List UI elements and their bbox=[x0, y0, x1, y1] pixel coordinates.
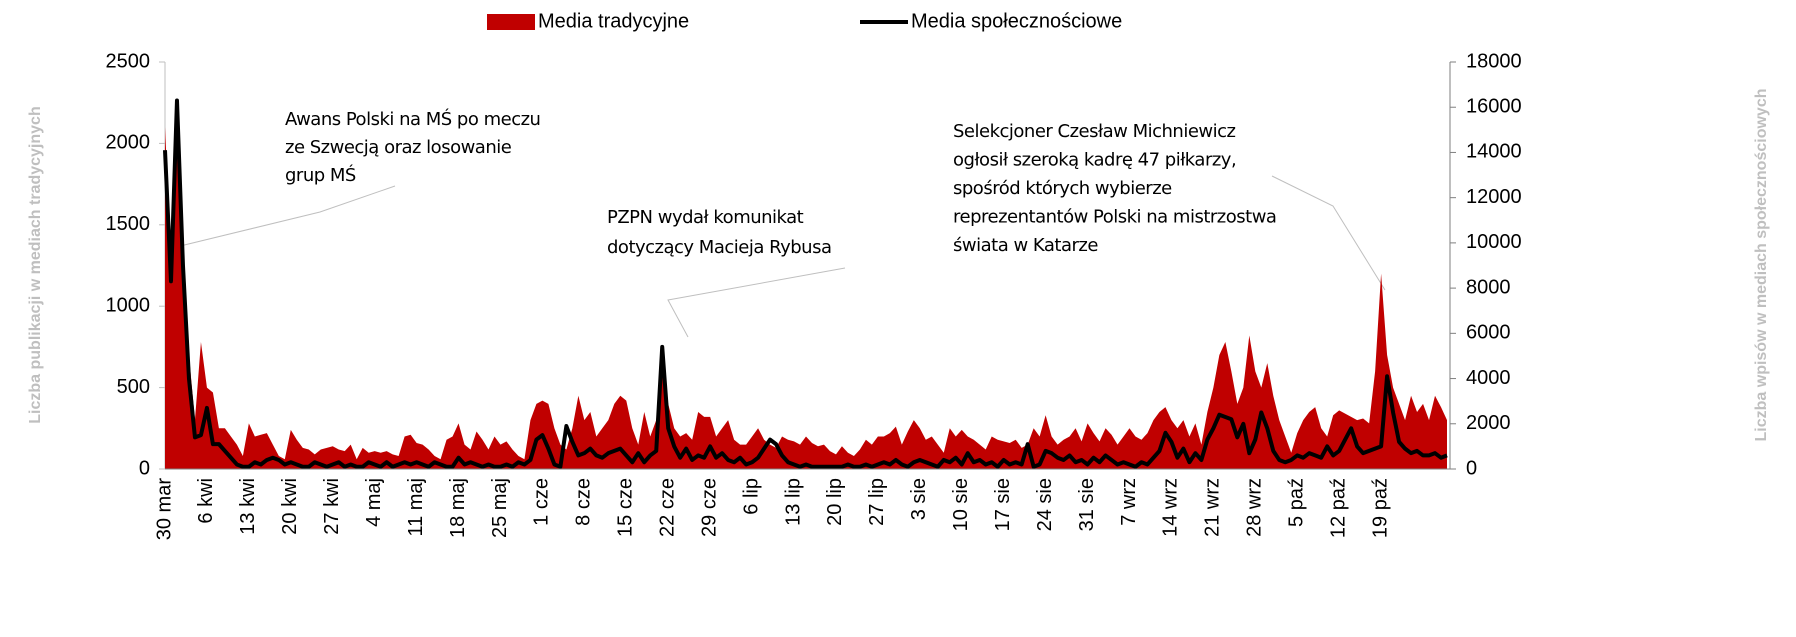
y-tick-label: 1000 bbox=[106, 294, 151, 316]
x-tick-label: 30 mar bbox=[153, 478, 175, 541]
x-tick-label: 27 lip bbox=[866, 478, 888, 526]
x-tick-label: 29 cze bbox=[698, 478, 720, 537]
x-tick-label: 20 lip bbox=[824, 478, 846, 526]
y2-tick-label: 8000 bbox=[1466, 276, 1511, 298]
y2-tick-label: 14000 bbox=[1466, 141, 1522, 163]
legend-label: Media tradycyjne bbox=[538, 10, 689, 32]
y-tick-label: 500 bbox=[117, 376, 150, 398]
y2-tick-label: 2000 bbox=[1466, 412, 1511, 434]
x-tick-label: 13 kwi bbox=[237, 478, 259, 535]
x-tick-label: 10 sie bbox=[950, 478, 972, 531]
leader-line bbox=[171, 185, 396, 249]
y-tick-label: 2500 bbox=[106, 50, 151, 72]
y2-axis-title: Liczba wpisów w mediach społecznościowyc… bbox=[1753, 89, 1770, 442]
y2-tick-label: 0 bbox=[1466, 457, 1477, 479]
annotation: ze Szwecją oraz losowanie bbox=[285, 137, 512, 158]
y2-tick-label: 16000 bbox=[1466, 96, 1522, 118]
area bbox=[165, 127, 1447, 470]
annotation: Selekcjoner Czesław Michniewicz bbox=[953, 121, 1236, 142]
x-tick-label: 3 sie bbox=[908, 478, 930, 520]
annotation: reprezentantów Polski na mistrzostwa bbox=[953, 207, 1276, 228]
x-tick-label: 12 paź bbox=[1327, 478, 1349, 538]
x-tick-label: 1 cze bbox=[531, 478, 553, 526]
line bbox=[163, 98, 1448, 469]
x-tick-label: 5 paź bbox=[1286, 478, 1308, 527]
x-tick-label: 18 maj bbox=[447, 478, 469, 538]
x-tick-label: 20 kwi bbox=[279, 478, 301, 535]
legend-label: Media społecznościowe bbox=[911, 10, 1122, 32]
x-tick-label: 28 wrz bbox=[1244, 478, 1266, 537]
x-tick-label: 8 cze bbox=[573, 478, 595, 526]
x-tick-label: 22 cze bbox=[656, 478, 678, 537]
x-tick-label: 27 kwi bbox=[321, 478, 343, 535]
x-tick-label: 14 wrz bbox=[1160, 478, 1182, 537]
y-tick-label: 1500 bbox=[106, 213, 151, 235]
x-tick-label: 17 sie bbox=[992, 478, 1014, 531]
x-tick-label: 4 maj bbox=[363, 478, 385, 527]
y2-tick-label: 6000 bbox=[1466, 322, 1511, 344]
x-tick-label: 19 paź bbox=[1369, 478, 1391, 538]
x-tick-label: 13 lip bbox=[782, 478, 804, 526]
y2-tick-label: 18000 bbox=[1466, 50, 1522, 72]
y2-tick-label: 4000 bbox=[1466, 367, 1511, 389]
annotation: spośród których wybierze bbox=[953, 178, 1172, 199]
x-tick-label: 11 maj bbox=[405, 478, 427, 537]
x-tick-label: 31 sie bbox=[1076, 478, 1098, 531]
leader-line bbox=[1271, 175, 1386, 291]
x-tick-label: 6 lip bbox=[740, 478, 762, 515]
annotation: dotyczący Macieja Rybusa bbox=[607, 237, 832, 258]
x-tick-label: 7 wrz bbox=[1118, 478, 1140, 526]
x-tick-label: 25 maj bbox=[489, 478, 511, 538]
annotation: ogłosił szeroką kadrę 47 piłkarzy, bbox=[953, 150, 1236, 171]
y-tick-label: 2000 bbox=[106, 132, 151, 154]
annotation: grup MŚ bbox=[285, 164, 356, 186]
annotation: świata w Katarze bbox=[953, 235, 1098, 256]
legend-swatch bbox=[487, 14, 535, 30]
x-tick-label: 24 sie bbox=[1034, 478, 1056, 531]
x-tick-label: 15 cze bbox=[615, 478, 637, 537]
leader-line bbox=[667, 267, 846, 338]
y2-tick-label: 12000 bbox=[1466, 186, 1522, 208]
x-tick-label: 6 kwi bbox=[195, 478, 217, 524]
y2-tick-label: 10000 bbox=[1466, 231, 1522, 253]
y-tick-label: 0 bbox=[139, 457, 150, 479]
annotation: Awans Polski na MŚ po meczu bbox=[285, 108, 540, 130]
y-axis-title: Liczba publikacji w mediach tradycyjnych bbox=[27, 106, 44, 423]
annotation: PZPN wydał komunikat bbox=[607, 207, 804, 228]
x-tick-label: 21 wrz bbox=[1202, 478, 1224, 537]
